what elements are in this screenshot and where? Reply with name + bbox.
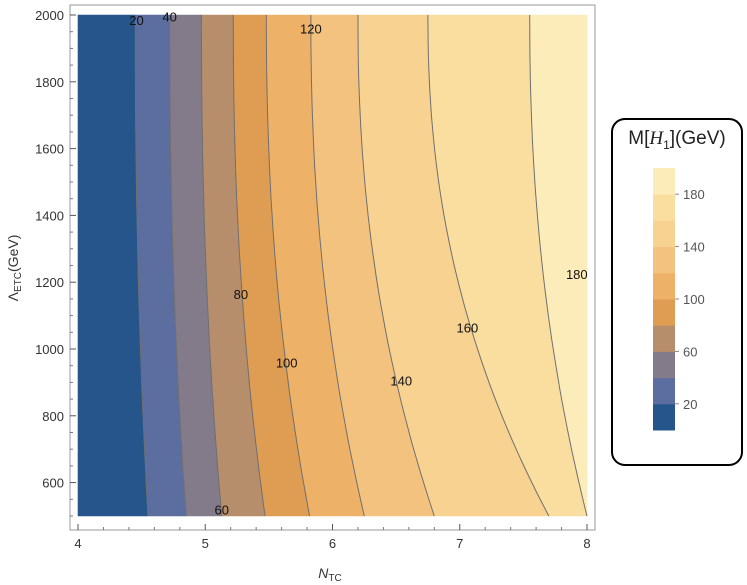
y-axis-title: ΛETC(GeV) <box>5 235 24 302</box>
contour-line <box>232 14 266 517</box>
axes: 4 5 6 7 8 600 800 1000 1200 1400 1600 1800 2000 <box>35 8 591 551</box>
contour-label: 20 <box>129 13 143 28</box>
x-axis-title: NTC <box>318 565 341 584</box>
x-tick-label: 4 <box>74 536 81 551</box>
legend-swatch <box>653 299 675 326</box>
contour-line <box>529 14 588 517</box>
legend-swatch <box>653 194 675 221</box>
legend-swatch <box>653 403 675 431</box>
contour-label: 180 <box>566 267 588 282</box>
contour-line <box>310 15 365 517</box>
y-tick-label: 800 <box>42 409 64 424</box>
y-tick-label: 600 <box>42 476 64 491</box>
contour-plot: 20 40 120 80 100 60 140 160 180 4 5 6 7 8 600 800 1000 1… <box>5 4 596 584</box>
legend-swatch <box>653 325 675 352</box>
x-tick-label: 6 <box>329 536 336 551</box>
legend: M[H1](GeV) 20 60 100 140 180 <box>611 118 743 466</box>
legend-ticks: 20 60 100 140 180 <box>675 187 705 412</box>
x-tick-label: 5 <box>202 536 209 551</box>
legend-swatch <box>653 272 675 300</box>
legend-tick-label: 100 <box>683 292 705 307</box>
contour-label: 140 <box>390 374 412 389</box>
contour-label: 100 <box>276 355 298 370</box>
y-tick-label: 1000 <box>35 342 64 357</box>
contour-line <box>134 15 149 517</box>
contour-bands <box>77 14 588 517</box>
contour-labels: 20 40 120 80 100 60 140 160 180 <box>129 10 587 518</box>
x-tick-label: 8 <box>583 536 590 551</box>
y-tick-label: 1600 <box>35 142 64 157</box>
legend-title: M[H1](GeV) <box>628 128 726 152</box>
y-tick-label: 1200 <box>35 275 64 290</box>
contour-label: 120 <box>300 21 322 36</box>
legend-swatch <box>653 377 675 405</box>
contour-line <box>200 15 223 517</box>
legend-colorbar: 20 60 100 140 180 <box>653 168 705 431</box>
contour-line <box>265 15 311 517</box>
legend-swatch <box>653 246 675 274</box>
legend-swatch <box>653 220 675 248</box>
contour-label: 40 <box>162 10 176 25</box>
y-tick-label: 1400 <box>35 208 64 223</box>
contour-label: 60 <box>215 502 229 517</box>
legend-swatch <box>653 168 675 195</box>
legend-swatch <box>653 351 675 379</box>
legend-tick-label: 60 <box>683 344 697 359</box>
legend-tick-label: 20 <box>683 397 697 412</box>
x-tick-label: 7 <box>456 536 463 551</box>
contour-line <box>357 15 435 517</box>
contour-line <box>169 15 187 517</box>
contour-line <box>427 14 550 517</box>
contour-label: 160 <box>457 320 479 335</box>
legend-tick-label: 180 <box>683 187 705 202</box>
y-tick-label: 1800 <box>35 75 64 90</box>
legend-tick-label: 140 <box>683 240 705 255</box>
y-tick-label: 2000 <box>35 8 64 23</box>
legend-swatches <box>653 168 675 431</box>
contour-lines <box>134 14 588 517</box>
contour-label: 80 <box>234 287 248 302</box>
